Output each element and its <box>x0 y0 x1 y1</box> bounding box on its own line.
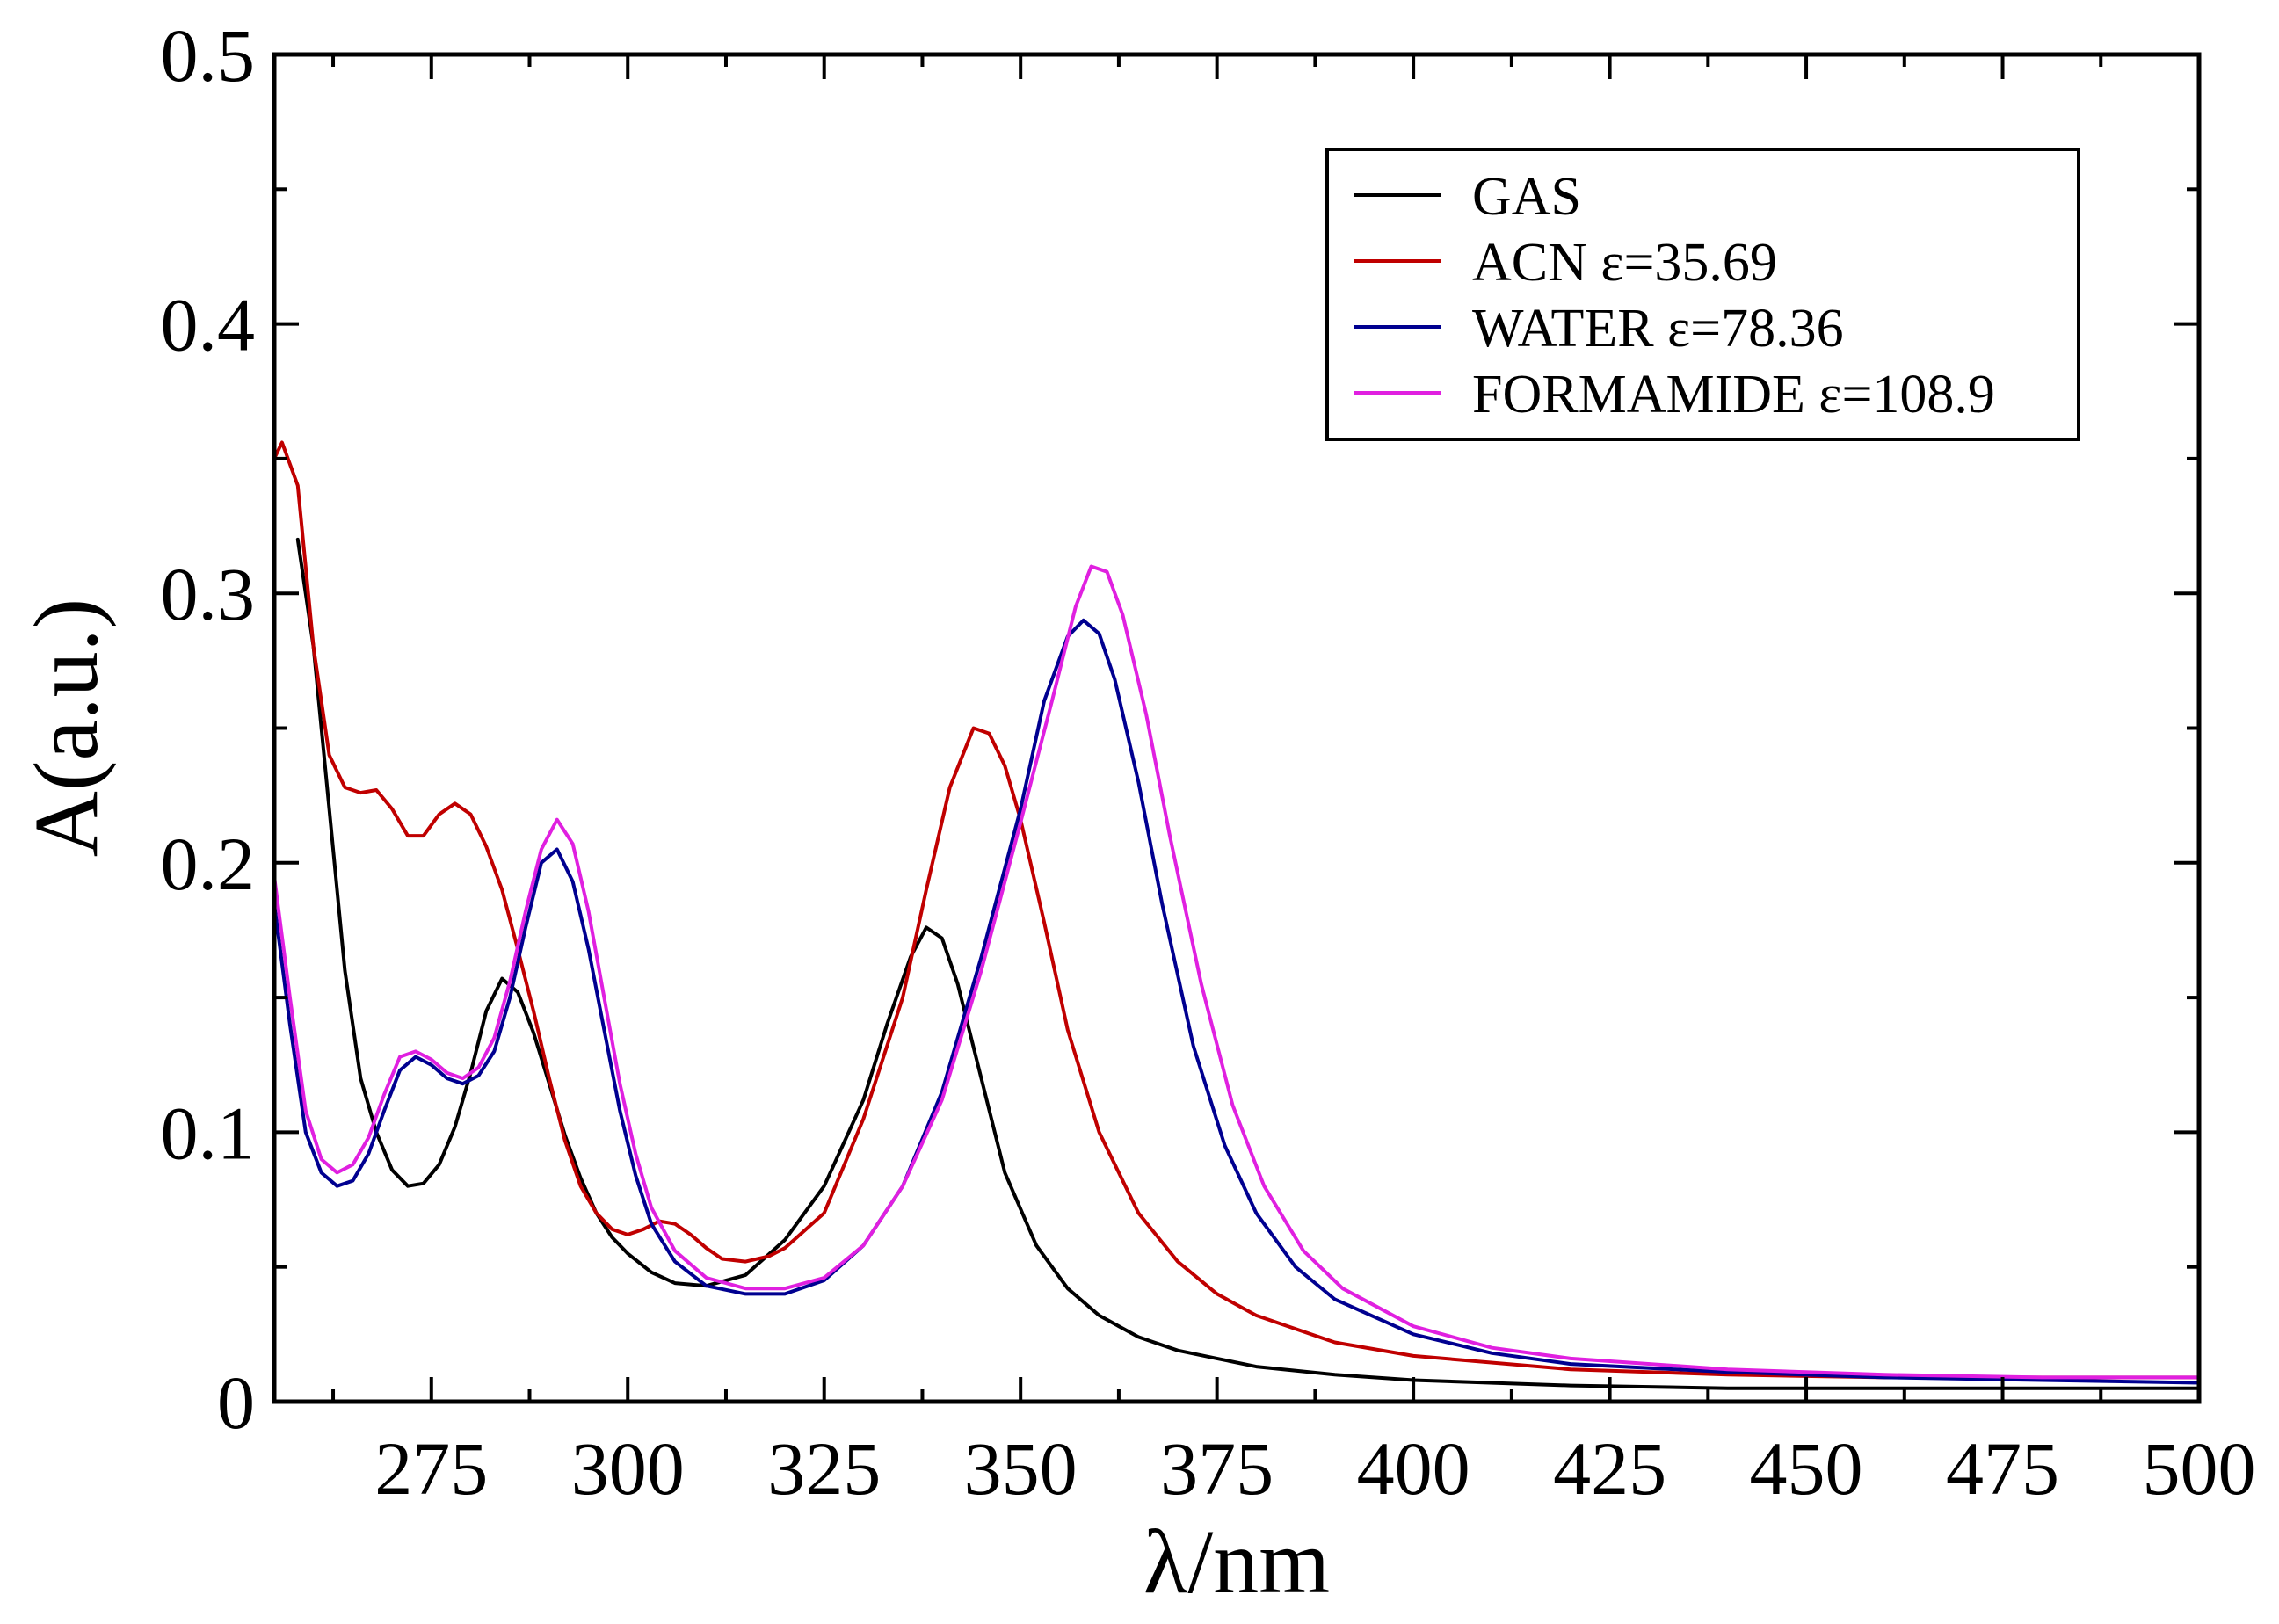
x-tick-label: 400 <box>1357 1426 1470 1511</box>
y-tick-label: 0.5 <box>161 13 256 98</box>
series-layer <box>272 440 2201 1390</box>
y-tick-label: 0 <box>217 1360 255 1445</box>
x-axis-label: λ/nm <box>1143 1512 1330 1613</box>
legend-label-4: FORMAMIDE ε=108.9 <box>1472 365 1995 424</box>
x-tick-label: 475 <box>1946 1426 2059 1511</box>
x-tick-label: 375 <box>1160 1426 1274 1511</box>
legend-label-3: WATER ε=78.36 <box>1472 299 1844 359</box>
x-tick-label: 500 <box>2143 1426 2256 1511</box>
series-line-1 <box>295 537 2201 1390</box>
y-tick-label: 0.4 <box>161 283 256 367</box>
x-tick-label: 325 <box>767 1426 881 1511</box>
series-line-2 <box>272 440 2201 1380</box>
y-tick-label: 0.1 <box>161 1091 256 1175</box>
x-tick-label: 350 <box>964 1426 1078 1511</box>
legend-label-2: ACN ε=35.69 <box>1472 233 1777 293</box>
plot-frame <box>272 52 2202 1404</box>
x-tick-label: 425 <box>1553 1426 1666 1511</box>
legend-label-1: GAS <box>1472 167 1581 227</box>
y-axis-label: A(a.u.) <box>16 598 117 858</box>
legend-box <box>1325 148 2080 441</box>
series-line-4 <box>272 564 2201 1380</box>
y-tick-label: 0.2 <box>161 822 256 906</box>
tick-label-layer: 275 300 325 350 375 400 425 450 475 500 0 0.1 0.2 0.3… <box>161 13 2256 1511</box>
x-tick-label: 450 <box>1750 1426 1863 1511</box>
x-tick-label: 300 <box>571 1426 685 1511</box>
y-tick-label: 0.3 <box>161 552 256 636</box>
x-tick-label: 275 <box>374 1426 488 1511</box>
series-line-3 <box>272 618 2201 1385</box>
